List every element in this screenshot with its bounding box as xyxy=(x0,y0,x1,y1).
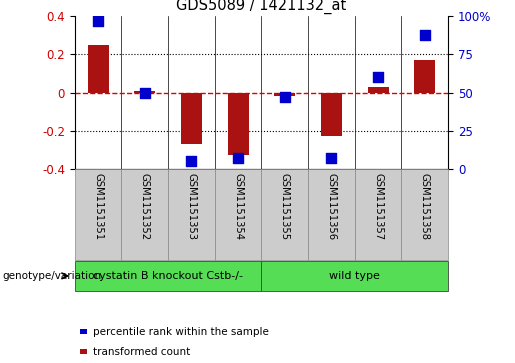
Point xyxy=(234,155,242,161)
Bar xyxy=(168,169,215,260)
Bar xyxy=(368,87,388,93)
Bar xyxy=(321,93,342,136)
Text: transformed count: transformed count xyxy=(93,347,190,357)
Text: GSM1151358: GSM1151358 xyxy=(420,173,430,240)
Point xyxy=(141,90,149,95)
Bar xyxy=(75,261,261,290)
Text: genotype/variation: genotype/variation xyxy=(3,271,101,281)
Point xyxy=(374,74,382,80)
Point xyxy=(327,155,335,161)
Point xyxy=(421,32,429,37)
Bar xyxy=(75,169,122,260)
Bar xyxy=(134,91,155,93)
Text: percentile rank within the sample: percentile rank within the sample xyxy=(93,327,269,337)
Bar xyxy=(215,169,261,260)
Bar xyxy=(261,169,308,260)
Bar xyxy=(308,169,355,260)
Text: GSM1151352: GSM1151352 xyxy=(140,173,150,240)
Text: GSM1151357: GSM1151357 xyxy=(373,173,383,240)
Bar xyxy=(181,93,202,144)
Text: GSM1151354: GSM1151354 xyxy=(233,173,243,240)
Bar xyxy=(122,169,168,260)
Text: GSM1151356: GSM1151356 xyxy=(327,173,336,240)
Bar xyxy=(274,93,295,97)
Bar xyxy=(228,93,249,155)
Point xyxy=(94,18,102,24)
Text: GSM1151353: GSM1151353 xyxy=(186,173,196,240)
Bar xyxy=(414,60,435,93)
Bar xyxy=(88,45,109,93)
Title: GDS5089 / 1421132_at: GDS5089 / 1421132_at xyxy=(176,0,347,13)
Text: GSM1151355: GSM1151355 xyxy=(280,173,290,240)
Bar xyxy=(401,169,448,260)
Text: GSM1151351: GSM1151351 xyxy=(93,173,103,240)
Point xyxy=(187,158,196,164)
Bar xyxy=(261,261,448,290)
Text: wild type: wild type xyxy=(329,271,380,281)
Text: cystatin B knockout Cstb-/-: cystatin B knockout Cstb-/- xyxy=(93,271,243,281)
Point xyxy=(281,94,289,100)
Bar xyxy=(355,169,401,260)
